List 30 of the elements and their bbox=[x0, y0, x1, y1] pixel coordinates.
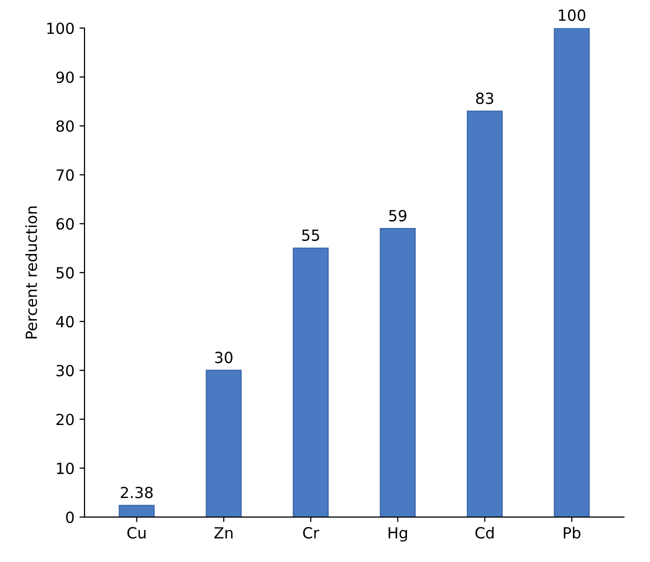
y-tick-label: 30 bbox=[56, 364, 74, 376]
y-tick-label: 10 bbox=[57, 462, 74, 474]
y-tick-label: 70 bbox=[56, 169, 74, 181]
y-tick-label: 60 bbox=[56, 218, 74, 230]
data-label: 100 bbox=[558, 9, 586, 21]
y-axis-title: Percent reduction bbox=[25, 206, 38, 338]
y-tick-label: 90 bbox=[56, 71, 74, 84]
data-label: 83 bbox=[476, 92, 494, 104]
y-tick-label: 40 bbox=[56, 316, 74, 328]
x-tick-label: Cd bbox=[475, 526, 494, 539]
y-tick-label: 50 bbox=[56, 267, 74, 279]
bar bbox=[118, 504, 155, 518]
data-label: 2.38 bbox=[120, 486, 153, 498]
y-tick-label: 0 bbox=[66, 512, 74, 524]
bar bbox=[466, 110, 503, 518]
x-tick-label: Pb bbox=[564, 526, 580, 539]
y-tick-label: 100 bbox=[47, 22, 74, 34]
y-tick-label: 80 bbox=[56, 120, 74, 132]
x-tick-label: Zn bbox=[214, 527, 233, 538]
data-label: 59 bbox=[389, 210, 406, 222]
x-tick-label: Cu bbox=[127, 527, 146, 539]
bar bbox=[292, 248, 329, 518]
bar bbox=[554, 28, 590, 518]
bar bbox=[206, 370, 242, 518]
x-tick-label: Cr bbox=[303, 527, 320, 539]
data-label: 55 bbox=[302, 230, 320, 241]
y-tick-label: 20 bbox=[56, 414, 74, 426]
data-label: 30 bbox=[215, 352, 232, 364]
bar bbox=[380, 228, 416, 518]
x-tick-label: Hg bbox=[388, 527, 407, 542]
